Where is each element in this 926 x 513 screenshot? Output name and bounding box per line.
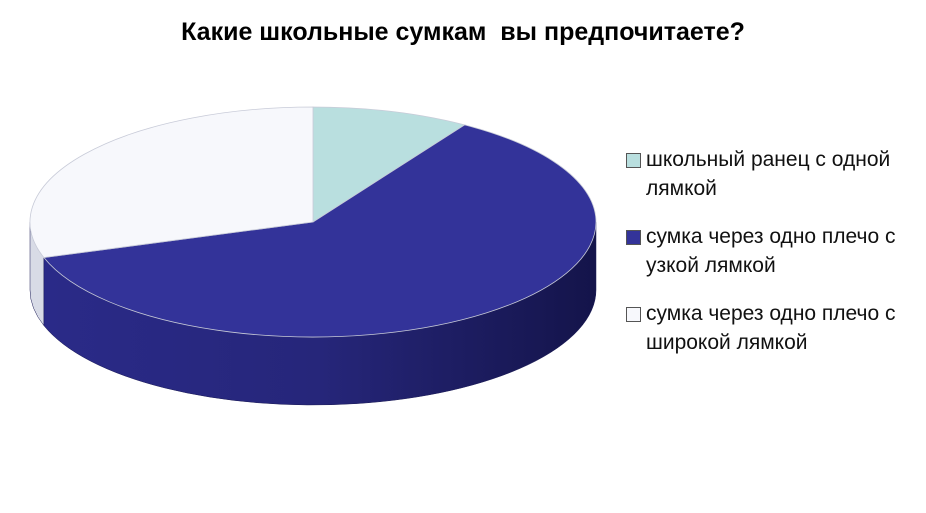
pie-slice xyxy=(43,124,597,338)
chart-title: Какие школьные сумкам вы предпочитаете? xyxy=(181,18,745,46)
legend-item: сумка через одно плечо с широкой лямкой xyxy=(626,299,916,357)
legend-label: сумка через одно плечо с узкой лямкой xyxy=(646,225,896,277)
legend-swatch xyxy=(626,307,641,322)
legend-item: сумка через одно плечо с узкой лямкой xyxy=(626,222,916,280)
legend-swatch xyxy=(626,153,641,168)
legend-item: школьный ранец с одной лямкой xyxy=(626,145,916,203)
legend-label: школьный ранец с одной лямкой xyxy=(646,148,891,200)
legend-label: сумка через одно плечо с широкой лямкой xyxy=(646,302,896,354)
legend-swatch xyxy=(626,230,641,245)
legend: школьный ранец с одной лямкой сумка через… xyxy=(626,145,916,376)
pie-slice xyxy=(312,106,466,223)
pie-slice xyxy=(29,106,314,258)
